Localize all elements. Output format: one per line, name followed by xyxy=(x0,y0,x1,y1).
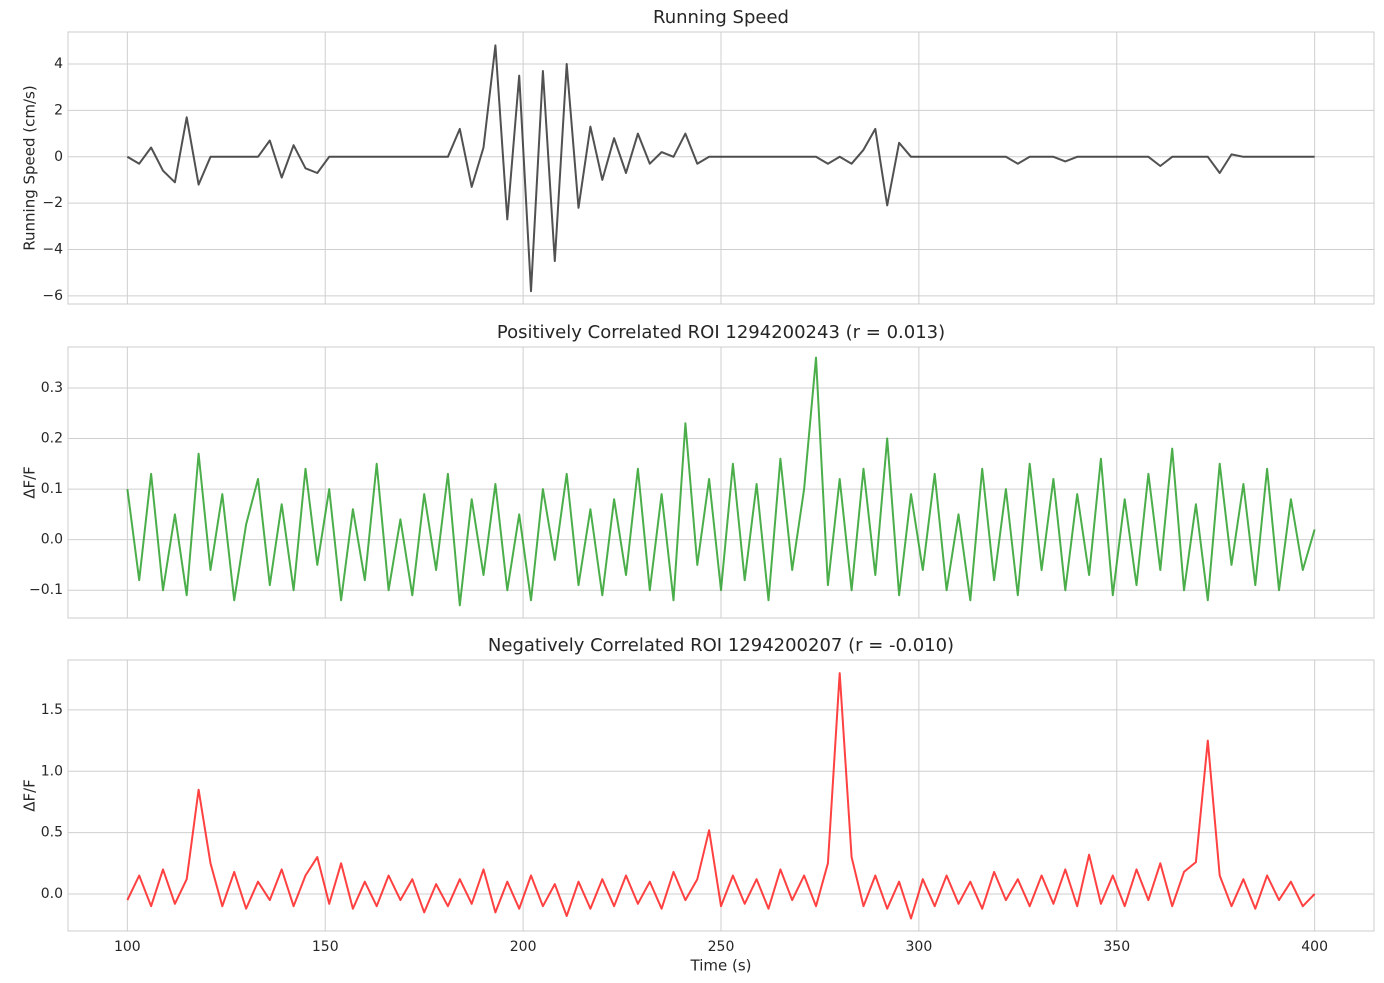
x-tick-label: 300 xyxy=(906,939,933,955)
y-tick-label: 0.5 xyxy=(41,825,63,841)
y-tick-label: 2 xyxy=(54,102,63,118)
axes-frame xyxy=(67,659,1375,932)
x-tick-label: 200 xyxy=(510,939,537,955)
y-tick-label: −2 xyxy=(42,195,63,211)
y-tick-label: 0.1 xyxy=(41,481,63,497)
y-tick-label: 1.0 xyxy=(41,763,63,779)
x-tick-label: 350 xyxy=(1103,939,1130,955)
y-tick-label: −6 xyxy=(42,288,63,304)
chart-title: Positively Correlated ROI 1294200243 (r … xyxy=(497,322,945,343)
y-tick-label: 0.0 xyxy=(41,886,63,902)
chart-title: Negatively Correlated ROI 1294200207 (r … xyxy=(488,635,954,656)
y-tick-label: 0.0 xyxy=(41,532,63,548)
axes-frame xyxy=(67,346,1375,619)
x-tick-label: 150 xyxy=(312,939,339,955)
x-tick-label: 250 xyxy=(708,939,735,955)
x-tick-label: 400 xyxy=(1301,939,1328,955)
y-axis-label: ΔF/F xyxy=(21,466,39,499)
axes-frame xyxy=(67,31,1375,305)
chart-title: Running Speed xyxy=(653,7,789,28)
y-tick-label: 1.5 xyxy=(41,702,63,718)
line-trace xyxy=(126,672,1316,920)
y-tick-label: −4 xyxy=(42,242,63,258)
y-tick-label: 0.2 xyxy=(41,431,63,447)
y-tick-label: −0.1 xyxy=(29,582,63,598)
y-axis-label: ΔF/F xyxy=(21,779,39,812)
x-axis-label: Time (s) xyxy=(690,957,752,975)
y-tick-label: 4 xyxy=(54,56,63,72)
y-tick-label: 0.3 xyxy=(41,380,63,396)
x-tick-label: 100 xyxy=(114,939,141,955)
line-trace xyxy=(126,356,1316,607)
y-axis-label: Running Speed (cm/s) xyxy=(21,85,39,250)
y-tick-label: 0 xyxy=(54,149,63,165)
line-trace xyxy=(126,44,1315,293)
